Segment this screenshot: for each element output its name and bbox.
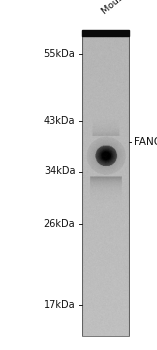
Text: 17kDa: 17kDa	[44, 300, 75, 309]
Text: 34kDa: 34kDa	[44, 167, 75, 176]
Bar	[82, 30, 129, 36]
Text: 26kDa: 26kDa	[44, 219, 75, 229]
Text: FANCL: FANCL	[134, 137, 157, 147]
Text: Mouse thymus: Mouse thymus	[100, 0, 157, 16]
Text: 43kDa: 43kDa	[44, 116, 75, 126]
Text: 55kDa: 55kDa	[44, 49, 75, 59]
Bar	[82, 35, 129, 336]
